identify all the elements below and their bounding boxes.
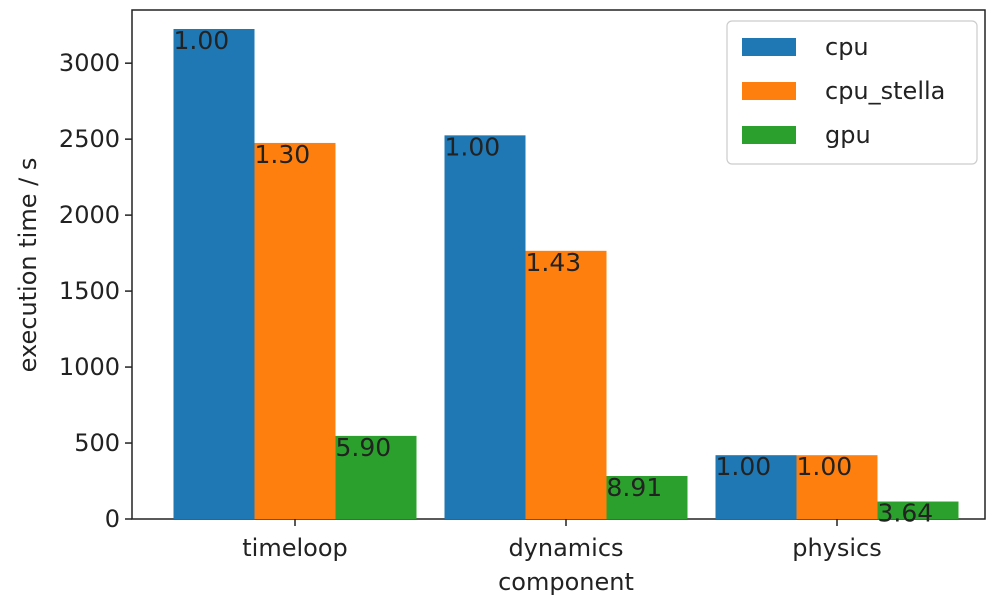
bar-cpu-dynamics <box>444 135 526 519</box>
legend-swatch-gpu <box>742 126 796 144</box>
bar-cpu_stella-dynamics <box>525 250 607 519</box>
y-axis: 0 500 1000 1500 2000 2500 3000 <box>59 49 132 533</box>
x-tick-label-dynamics: dynamics <box>508 534 623 562</box>
data-label-gpu-dynamics: 8.91 <box>607 473 663 502</box>
data-labels-group: 1.00 1.00 1.00 1.30 1.43 1.00 5.90 8.91 3.64 <box>174 26 934 528</box>
data-label-gpu-physics: 3.64 <box>878 499 934 528</box>
legend-swatch-cpu <box>742 38 796 56</box>
data-label-cpu-physics: 1.00 <box>716 452 772 481</box>
y-tick-label: 0 <box>105 505 120 533</box>
bar-cpu-timeloop <box>173 28 255 520</box>
y-tick-label: 2000 <box>59 201 120 229</box>
legend-label-gpu: gpu <box>825 121 871 149</box>
data-label-cpu_stella-dynamics: 1.43 <box>526 248 582 277</box>
x-tick-label-physics: physics <box>792 534 882 562</box>
bar-gpu-dynamics <box>606 476 688 519</box>
bar-cpu_stella-timeloop <box>254 142 336 519</box>
x-tick-label-timeloop: timeloop <box>242 534 348 562</box>
bar-cpu-physics <box>715 455 797 519</box>
bar-gpu-physics <box>877 501 959 519</box>
data-label-cpu-timeloop: 1.00 <box>174 26 230 55</box>
y-tick-label: 1500 <box>59 277 120 305</box>
bars-group <box>173 28 959 520</box>
data-label-cpu_stella-timeloop: 1.30 <box>255 140 311 169</box>
x-axis-title: component <box>498 568 634 596</box>
legend-label-cpu_stella: cpu_stella <box>825 77 945 105</box>
y-tick-label: 1000 <box>59 353 120 381</box>
legend-label-cpu: cpu <box>825 33 869 61</box>
y-axis-title: execution time / s <box>14 158 42 373</box>
y-tick-label: 500 <box>74 429 120 457</box>
legend-swatch-cpu_stella <box>742 82 796 100</box>
data-label-gpu-timeloop: 5.90 <box>336 433 392 462</box>
y-tick-label: 3000 <box>59 49 120 77</box>
y-tick-label: 2500 <box>59 125 120 153</box>
bar-cpu_stella-physics <box>796 455 878 519</box>
bar-gpu-timeloop <box>335 435 417 519</box>
data-label-cpu-dynamics: 1.00 <box>445 132 501 161</box>
x-axis: timeloop dynamics physics <box>242 519 882 562</box>
data-label-cpu_stella-physics: 1.00 <box>797 452 853 481</box>
